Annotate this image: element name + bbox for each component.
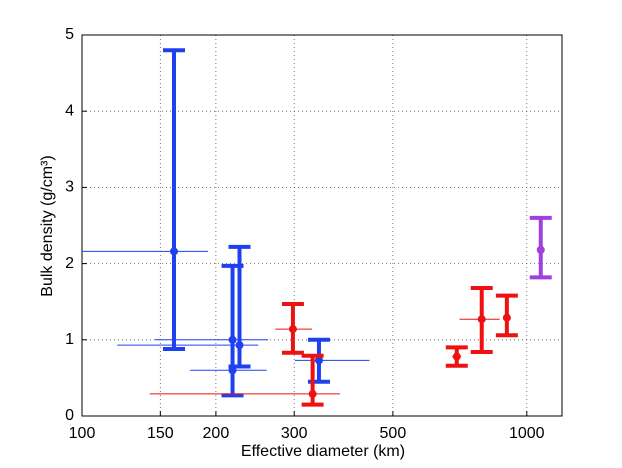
y-axis-label: Bulk density (g/cm³) — [39, 155, 56, 296]
x-tick-label: 300 — [281, 425, 308, 442]
point — [314, 356, 323, 365]
y-tick-label: 4 — [65, 102, 74, 119]
plot-frame — [81, 34, 563, 417]
point — [502, 313, 511, 322]
x-tick-label: 200 — [203, 425, 230, 442]
x-tick-label: 150 — [147, 425, 174, 442]
x-tick-label: 500 — [380, 425, 407, 442]
y-tick-label: 1 — [65, 331, 74, 348]
x-tick-label: 1000 — [509, 425, 545, 442]
y-tick-label: 5 — [65, 26, 74, 43]
point — [452, 352, 461, 361]
point — [536, 245, 545, 254]
point — [288, 325, 297, 334]
point — [228, 366, 237, 375]
point — [477, 315, 486, 324]
x-tick-label: 100 — [69, 425, 96, 442]
point — [169, 247, 178, 256]
y-tick-label: 3 — [65, 179, 74, 196]
point — [235, 341, 244, 350]
x-axis-label: Effective diameter (km) — [241, 443, 405, 460]
point — [308, 389, 317, 398]
y-tick-label: 0 — [65, 407, 74, 424]
y-tick-label: 2 — [65, 255, 74, 272]
